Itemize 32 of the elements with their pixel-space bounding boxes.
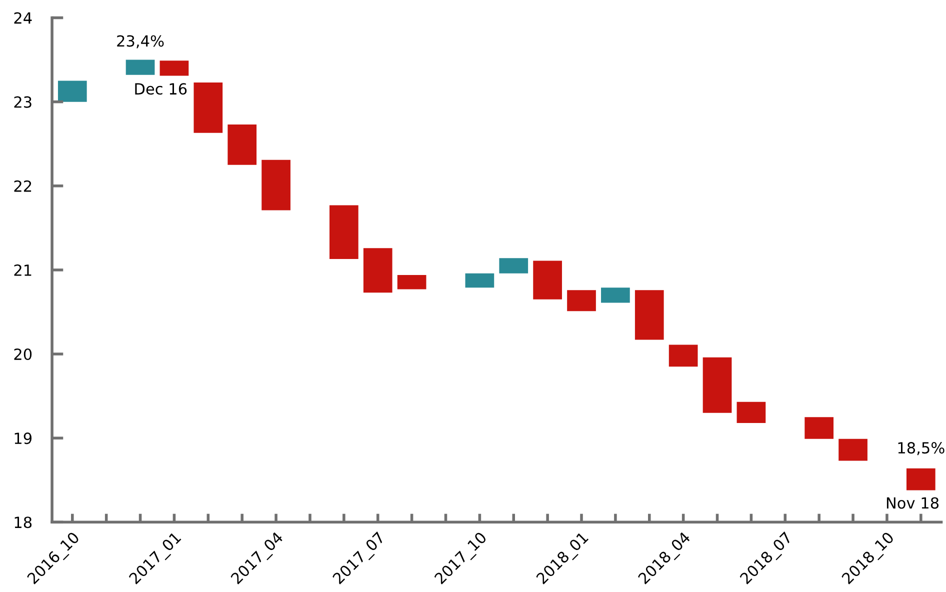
annotation: 23,4%	[117, 35, 164, 48]
y-tick-label: 22	[14, 180, 32, 192]
y-tick-label: 18	[14, 516, 32, 528]
bar	[160, 60, 189, 76]
bar	[397, 274, 426, 290]
annotation: Dec 16	[135, 83, 187, 95]
y-tick-label: 21	[14, 264, 32, 276]
bar	[736, 402, 766, 423]
y-tick-label: 19	[14, 432, 32, 444]
annotation: Nov 18	[886, 497, 939, 509]
bar	[601, 288, 630, 303]
bar	[262, 160, 290, 210]
bar	[668, 344, 698, 367]
bar	[804, 417, 834, 439]
bar	[702, 357, 732, 413]
bar	[634, 290, 664, 340]
y-tick-label: 24	[14, 12, 32, 24]
y-tick-label: 20	[14, 348, 32, 360]
bar	[228, 124, 257, 165]
y-tick-label: 23	[14, 96, 32, 108]
bar	[194, 82, 223, 133]
bar	[567, 290, 596, 312]
bar	[58, 80, 87, 102]
bar	[533, 260, 562, 300]
annotation: 18,5%	[898, 442, 944, 456]
bar	[363, 248, 392, 293]
bar	[499, 258, 528, 274]
bar	[906, 468, 936, 490]
bar	[465, 273, 494, 288]
bar	[329, 205, 358, 260]
bar	[126, 60, 155, 75]
bar	[838, 438, 868, 461]
